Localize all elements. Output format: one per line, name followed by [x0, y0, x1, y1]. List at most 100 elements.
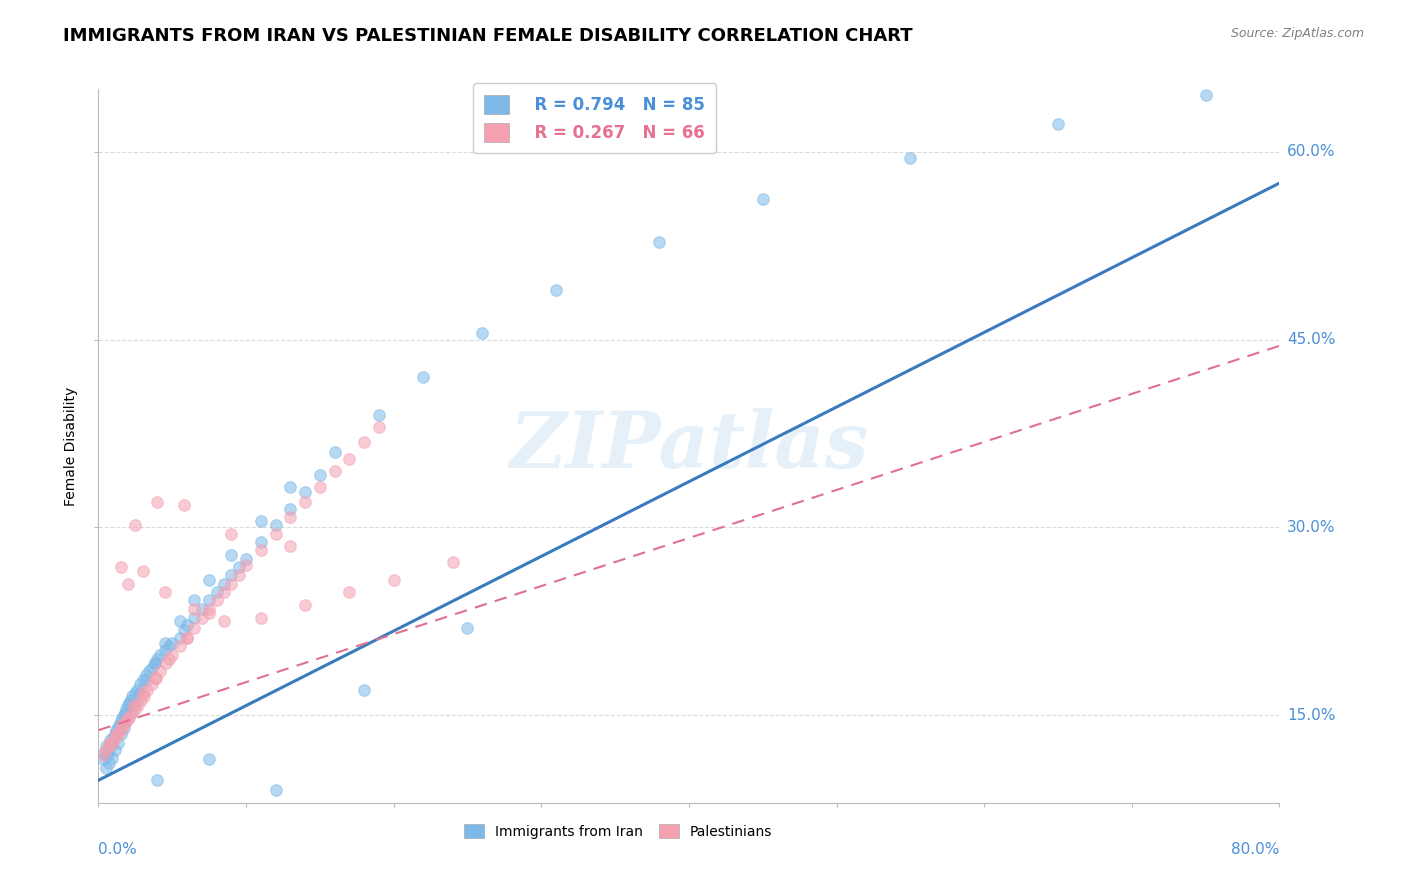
Point — [471, 326, 494, 341]
Point — [104, 727, 127, 741]
Point — [132, 673, 155, 687]
Point — [127, 698, 149, 713]
Point — [105, 727, 128, 741]
Point — [124, 685, 146, 699]
Point — [135, 668, 157, 682]
Point — [134, 690, 156, 704]
Point — [110, 560, 132, 574]
Point — [143, 656, 166, 670]
Point — [264, 783, 287, 797]
Point — [104, 743, 127, 757]
Point — [162, 635, 183, 649]
Point — [441, 556, 464, 570]
Point — [250, 535, 273, 549]
Point — [107, 736, 129, 750]
Point — [149, 648, 172, 662]
Point — [104, 731, 127, 745]
Point — [235, 558, 257, 572]
Point — [105, 723, 128, 738]
Point — [157, 640, 180, 654]
Point — [129, 693, 152, 707]
Point — [294, 495, 316, 509]
Point — [339, 451, 361, 466]
Point — [250, 542, 273, 557]
Point — [176, 631, 198, 645]
Point — [176, 618, 198, 632]
Point — [111, 711, 134, 725]
Point — [100, 736, 122, 750]
Point — [212, 614, 235, 628]
Point — [98, 736, 121, 750]
Point — [145, 671, 167, 685]
Point — [153, 585, 176, 599]
Point — [294, 485, 316, 500]
Point — [1195, 88, 1218, 103]
Point — [125, 683, 148, 698]
Point — [221, 568, 243, 582]
Point — [1046, 117, 1070, 131]
Point — [138, 665, 160, 679]
Point — [169, 631, 191, 645]
Point — [169, 614, 191, 628]
Point — [339, 585, 361, 599]
Point — [250, 610, 273, 624]
Point — [191, 610, 214, 624]
Point — [280, 501, 302, 516]
Point — [264, 526, 287, 541]
Point — [112, 708, 135, 723]
Point — [97, 743, 120, 757]
Point — [412, 370, 434, 384]
Point — [110, 727, 132, 741]
Text: 0.0%: 0.0% — [98, 842, 138, 856]
Point — [176, 631, 198, 645]
Point — [323, 464, 346, 478]
Legend: Immigrants from Iran, Palestinians: Immigrants from Iran, Palestinians — [457, 817, 779, 846]
Y-axis label: Female Disability: Female Disability — [65, 386, 79, 506]
Point — [155, 656, 177, 670]
Point — [546, 283, 568, 297]
Point — [457, 621, 479, 635]
Point — [91, 748, 114, 763]
Point — [98, 733, 121, 747]
Point — [118, 711, 141, 725]
Point — [221, 548, 243, 562]
Point — [124, 517, 146, 532]
Point — [94, 739, 117, 754]
Point — [107, 727, 129, 741]
Point — [228, 560, 250, 574]
Point — [212, 576, 235, 591]
Point — [112, 721, 135, 735]
Point — [100, 750, 122, 764]
Point — [97, 756, 120, 770]
Point — [157, 652, 180, 666]
Point — [136, 683, 159, 698]
Point — [110, 723, 132, 738]
Point — [162, 648, 183, 662]
Point — [221, 526, 243, 541]
Point — [752, 193, 775, 207]
Point — [120, 693, 142, 707]
Point — [198, 573, 221, 587]
Point — [149, 665, 172, 679]
Point — [228, 568, 250, 582]
Point — [117, 576, 139, 591]
Text: Source: ZipAtlas.com: Source: ZipAtlas.com — [1230, 27, 1364, 40]
Point — [353, 683, 375, 698]
Point — [110, 714, 132, 729]
Point — [368, 408, 391, 422]
Point — [94, 743, 117, 757]
Point — [132, 564, 155, 578]
Point — [146, 495, 169, 509]
Point — [368, 420, 391, 434]
Point — [198, 593, 221, 607]
Point — [205, 585, 228, 599]
Point — [198, 606, 221, 620]
Point — [183, 593, 205, 607]
Text: 60.0%: 60.0% — [1286, 145, 1336, 160]
Point — [198, 601, 221, 615]
Text: ZIPatlas: ZIPatlas — [509, 408, 869, 484]
Point — [173, 623, 195, 637]
Point — [323, 445, 346, 459]
Point — [141, 660, 163, 674]
Point — [128, 677, 150, 691]
